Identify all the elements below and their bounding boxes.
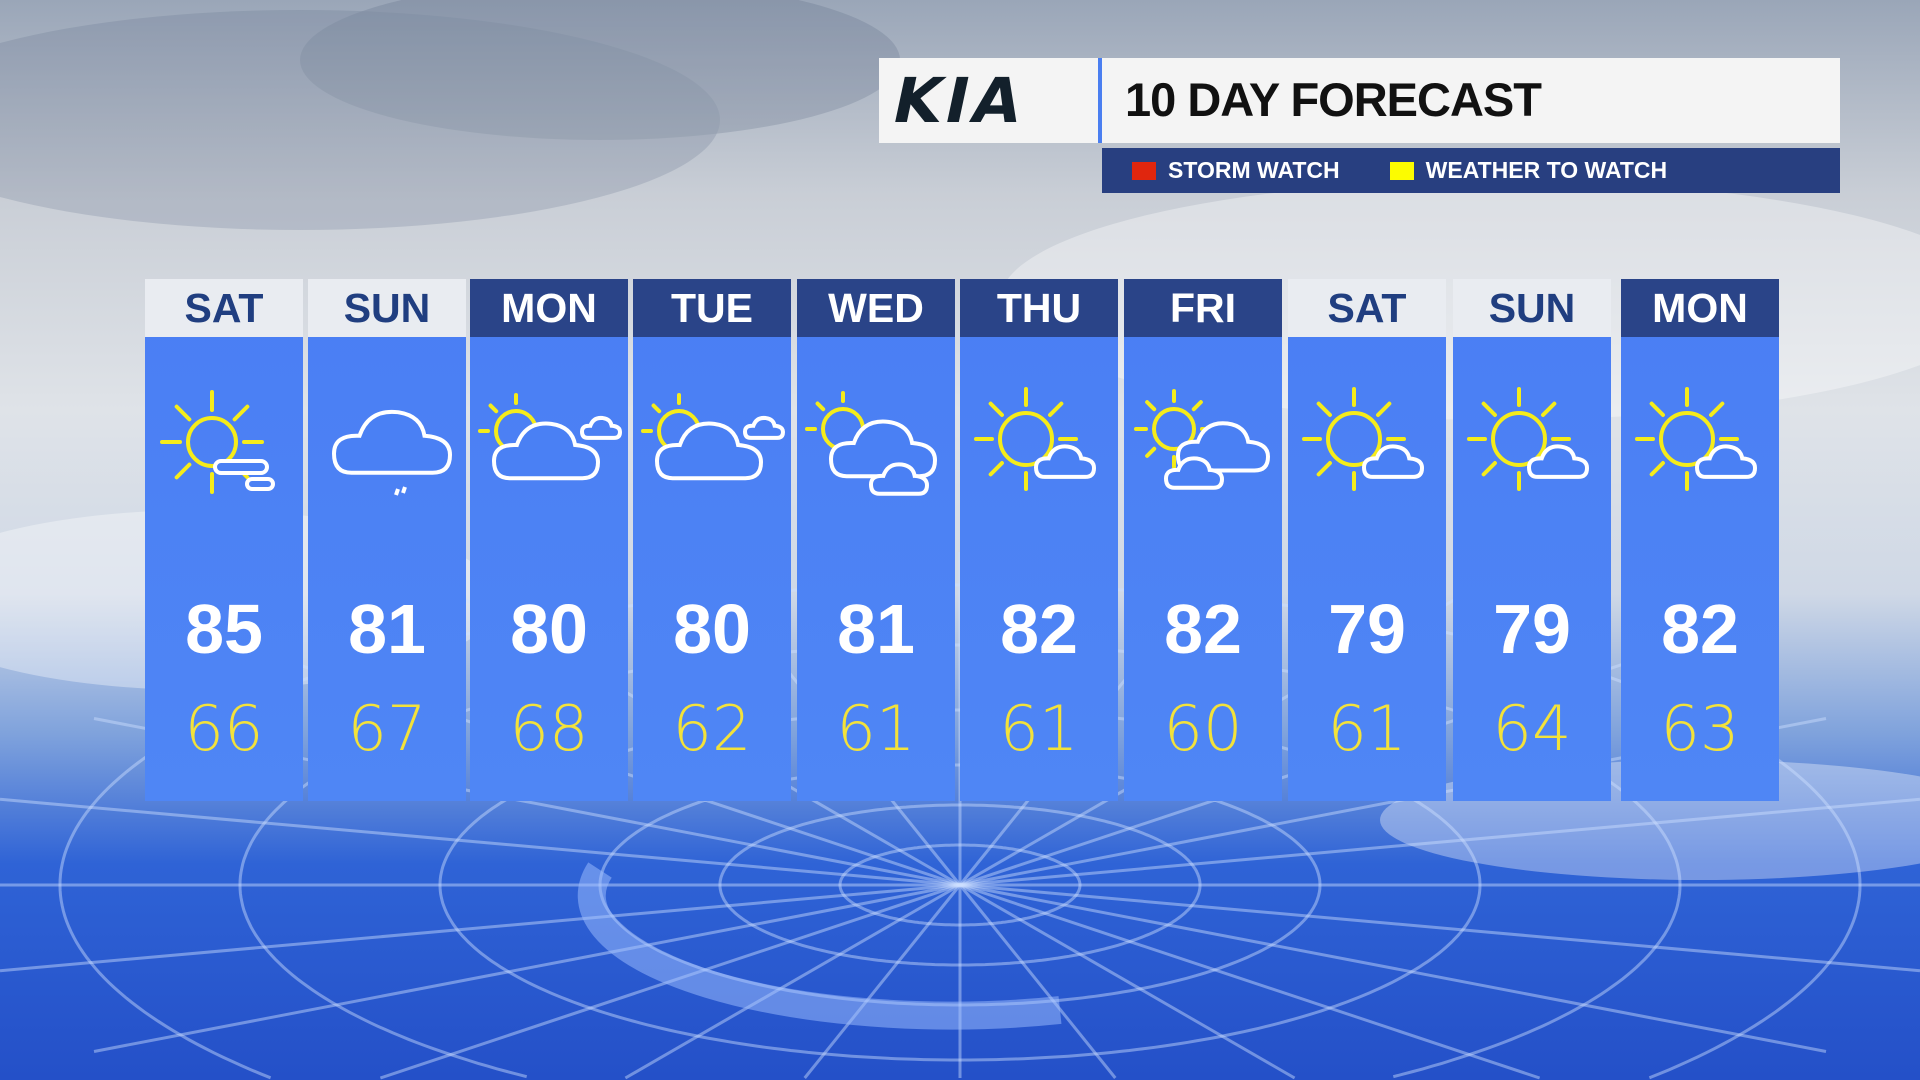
mostly-cloudy-icon: [641, 393, 786, 481]
high-temp: 85: [185, 590, 263, 668]
low-temp: 64: [1492, 692, 1572, 765]
forecast-day-column: SAT 79 61: [1288, 279, 1446, 801]
sun-small-cloud-icon: [1302, 387, 1425, 491]
high-temp: 81: [348, 590, 426, 668]
forecast-day-column: SUN 81 67: [308, 279, 466, 801]
forecast-day-column: FRI 82 60: [1124, 279, 1282, 801]
sun-small-cloud-icon: [1467, 387, 1590, 491]
day-label: SUN: [308, 279, 466, 337]
low-temp: 63: [1660, 692, 1740, 765]
forecast-day-column: THU 82 61: [960, 279, 1118, 801]
low-temp: 61: [999, 692, 1079, 765]
legend-label: WEATHER TO WATCH: [1425, 157, 1668, 183]
forecast-day-column: TUE 80 62: [633, 279, 791, 801]
weather-to-watch-swatch: [1389, 161, 1414, 180]
storm-watch-swatch: [1132, 161, 1156, 180]
sun-fog-icon: [160, 390, 275, 494]
high-temp: 81: [837, 590, 915, 668]
day-label: FRI: [1124, 279, 1282, 337]
high-temp: 82: [1661, 590, 1739, 668]
day-label: SAT: [1288, 279, 1446, 337]
kia-logo: KIA: [887, 68, 1033, 132]
day-label: WED: [797, 279, 955, 337]
day-label: MON: [470, 279, 628, 337]
high-temp: 80: [510, 590, 588, 668]
low-temp: 68: [509, 692, 589, 765]
legend: STORM WATCH WEATHER TO WATCH: [1102, 148, 1840, 193]
high-temp: 82: [1164, 590, 1242, 668]
title-banner: KIA 10 DAY FORECAST: [879, 58, 1840, 143]
mostly-cloudy-icon: [478, 393, 623, 481]
high-temp: 80: [673, 590, 751, 668]
title-divider: [1098, 58, 1102, 143]
forecast-day-column: MON 80 68: [470, 279, 628, 801]
low-temp: 61: [836, 692, 916, 765]
low-temp: 62: [672, 692, 752, 765]
legend-label: STORM WATCH: [1168, 157, 1340, 183]
low-temp: 61: [1327, 692, 1407, 765]
high-temp: 79: [1493, 590, 1571, 668]
partly-cloudy-two-clouds-icon: [805, 391, 938, 496]
sun-small-cloud-icon: [974, 387, 1097, 491]
legend-weather-to-watch: WEATHER TO WATCH: [1389, 157, 1668, 184]
forecast-day-column: WED 81 61: [797, 279, 955, 801]
day-label: TUE: [633, 279, 791, 337]
high-temp: 82: [1000, 590, 1078, 668]
day-label: SUN: [1453, 279, 1611, 337]
forecast-day-column: MON 82 63: [1621, 279, 1779, 801]
high-temp: 79: [1328, 590, 1406, 668]
brand-logo-text: KIA: [887, 68, 1033, 132]
day-label: SAT: [145, 279, 303, 337]
low-temp: 67: [347, 692, 427, 765]
day-label: MON: [1621, 279, 1779, 337]
forecast-day-column: SAT 85 66: [145, 279, 303, 801]
low-temp: 60: [1163, 692, 1243, 765]
sun-clouds-icon: [1134, 389, 1271, 490]
low-temp: 66: [184, 692, 264, 765]
day-label: THU: [960, 279, 1118, 337]
forecast-day-column: SUN 79 64: [1453, 279, 1611, 801]
legend-storm-watch: STORM WATCH: [1132, 157, 1340, 184]
sun-small-cloud-icon: [1635, 387, 1758, 491]
cloud-drizzle-icon: [331, 409, 453, 496]
page-title: 10 DAY FORECAST: [1125, 73, 1542, 126]
